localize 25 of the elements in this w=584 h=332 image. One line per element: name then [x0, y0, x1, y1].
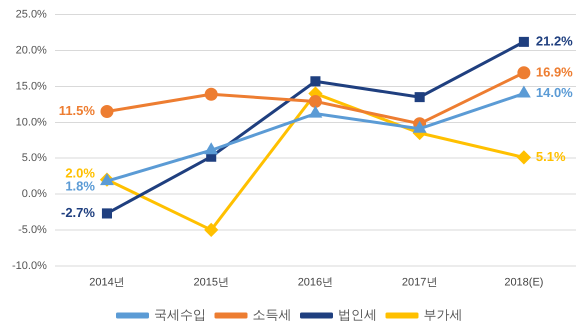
legend-label: 법인세 [338, 307, 377, 322]
y-tick-label: 25.0% [16, 8, 48, 21]
data-label: 2.0% [65, 165, 96, 180]
data-label: 16.9% [536, 64, 574, 80]
x-tick-label: 2017년 [402, 276, 438, 288]
x-tick-label: 2018(E) [504, 276, 544, 288]
y-tick-label: 0.0% [22, 188, 48, 200]
data-label: 1.8% [65, 178, 96, 194]
legend-label: 국세수입 [154, 307, 206, 322]
data-label: 5.1% [536, 149, 566, 164]
y-tick-label: 20.0% [16, 44, 48, 57]
legend-label: 부가세 [424, 307, 462, 322]
data-label: 14.0% [536, 85, 574, 100]
data-label: 21.2% [536, 33, 574, 48]
y-tick-label: 5.0% [22, 152, 48, 164]
data-label: 11.5% [58, 103, 96, 118]
y-tick-label: 15.0% [16, 80, 48, 92]
y-tick-label: 10.0% [16, 116, 48, 128]
y-tick-label: -10.0% [12, 260, 48, 272]
x-tick-label: 2014년 [89, 276, 125, 288]
data-label: -2.7% [61, 204, 96, 220]
x-tick-label: 2015년 [193, 276, 229, 288]
legend-label: 소득세 [252, 307, 292, 322]
x-tick-label: 2016년 [298, 276, 334, 288]
y-tick-label: -5.0% [18, 224, 48, 236]
